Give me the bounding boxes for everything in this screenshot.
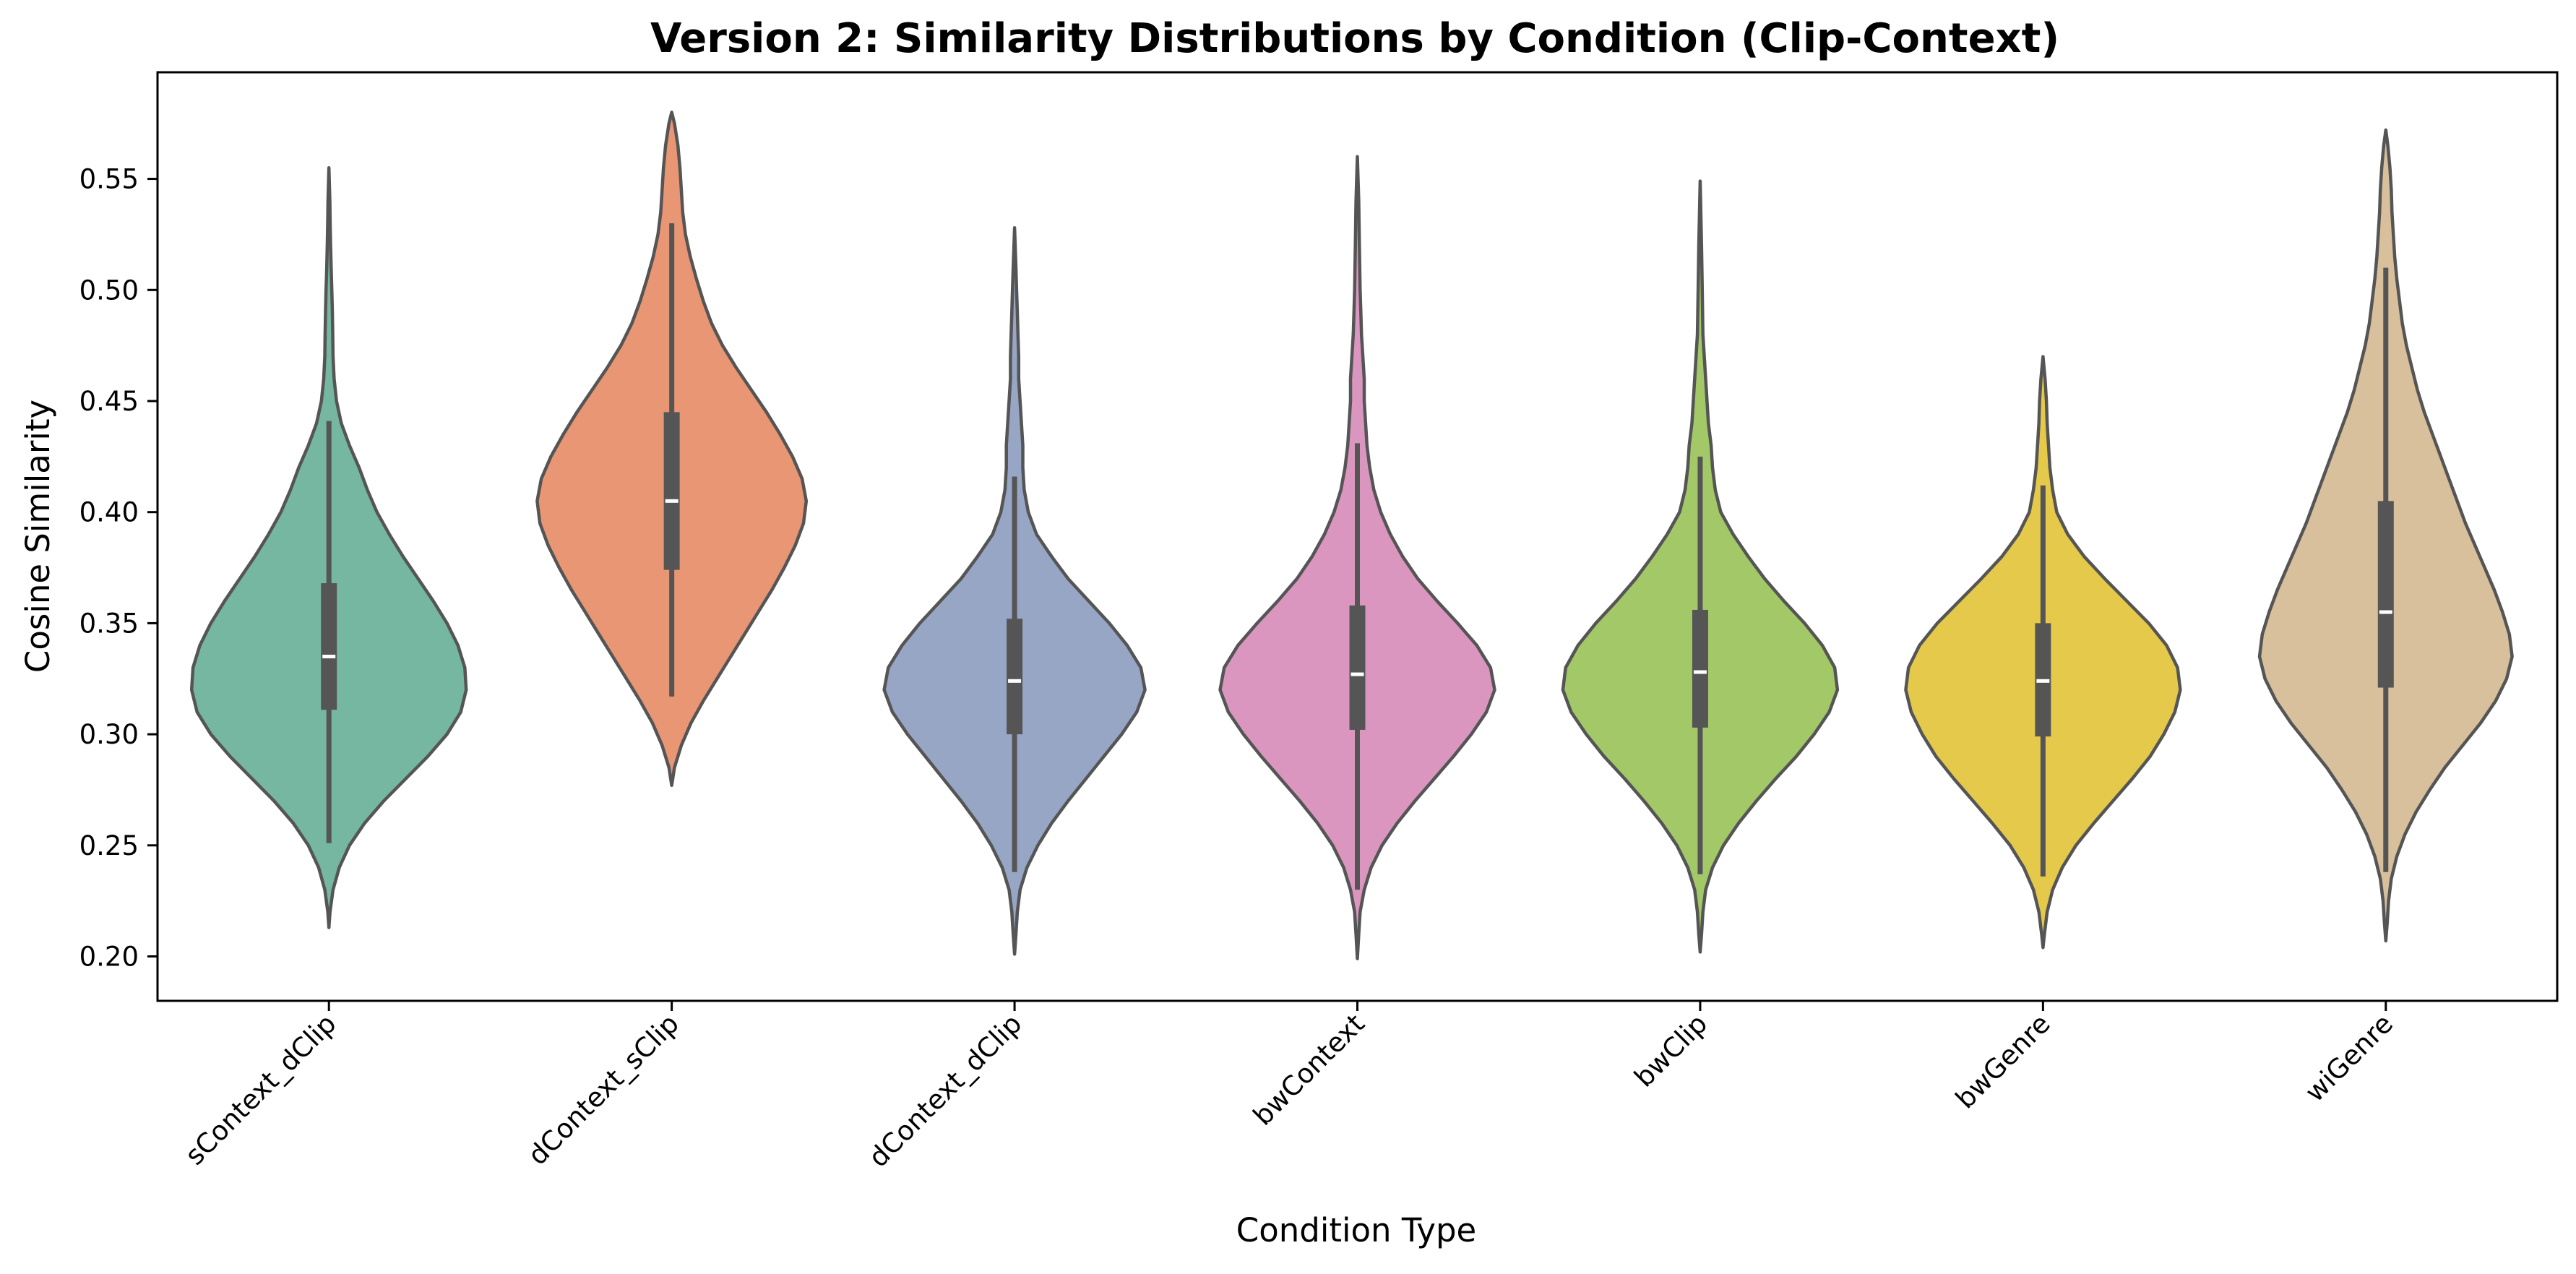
iqr-box-sContext_dClip bbox=[321, 583, 337, 710]
iqr-box-bwClip bbox=[1692, 609, 1708, 728]
violin-dContext_dClip bbox=[882, 225, 1147, 956]
y-axis: 0.20 0.25 0.30 0.35 0.40 0.45 0.50 0.55 bbox=[79, 164, 158, 973]
chart-title: Version 2: Similarity Distributions by C… bbox=[650, 15, 2059, 62]
violin-wiGenre bbox=[2257, 128, 2514, 943]
iqr-box-bwContext bbox=[1349, 605, 1366, 730]
x-axis-label: Condition Type bbox=[1236, 1211, 1476, 1249]
iqr-box-dContext_sClip bbox=[663, 412, 680, 570]
violin-group bbox=[189, 111, 2514, 960]
x-axis: sContext_dClip dContext_sClip dContext_dCl… bbox=[179, 1001, 2399, 1174]
y-axis-label: Cosine Similarity bbox=[19, 400, 57, 673]
x-tick-label-bwClip: bwClip bbox=[1628, 1008, 1713, 1093]
x-tick-label-bwContext: bwContext bbox=[1247, 1008, 1371, 1132]
median-marker-dContext_sClip bbox=[665, 499, 679, 503]
y-tick-label: 0.45 bbox=[79, 386, 139, 417]
median-marker-wiGenre bbox=[2379, 610, 2392, 614]
y-tick-label: 0.20 bbox=[79, 942, 139, 973]
x-tick-label-sContext_dClip: sContext_dClip bbox=[179, 1008, 343, 1171]
violin-bwClip bbox=[1561, 179, 1840, 954]
x-tick-label-bwGenre: bwGenre bbox=[1950, 1008, 2056, 1115]
y-tick-label: 0.55 bbox=[79, 164, 139, 195]
median-marker-bwClip bbox=[1693, 670, 1707, 674]
iqr-box-dContext_dClip bbox=[1007, 619, 1023, 735]
violin-dContext_sClip bbox=[535, 111, 809, 788]
median-marker-bwGenre bbox=[2036, 679, 2050, 683]
violin-bwGenre bbox=[1904, 355, 2182, 950]
y-tick-label: 0.25 bbox=[79, 830, 139, 861]
x-tick-label-wiGenre: wiGenre bbox=[2299, 1008, 2399, 1108]
median-marker-bwContext bbox=[1351, 672, 1364, 676]
y-tick-label: 0.30 bbox=[79, 719, 139, 750]
y-tick-label: 0.35 bbox=[79, 608, 139, 639]
y-tick-label: 0.50 bbox=[79, 275, 139, 306]
violin-bwContext bbox=[1218, 155, 1496, 960]
x-tick-label-dContext_sClip: dContext_sClip bbox=[522, 1008, 685, 1171]
median-marker-sContext_dClip bbox=[322, 655, 336, 659]
violin-sContext_dClip bbox=[189, 165, 468, 929]
x-tick-label-dContext_dClip: dContext_dClip bbox=[863, 1008, 1028, 1174]
median-marker-dContext_dClip bbox=[1008, 679, 1022, 683]
y-tick-label: 0.40 bbox=[79, 497, 139, 528]
iqr-box-wiGenre bbox=[2377, 501, 2394, 688]
